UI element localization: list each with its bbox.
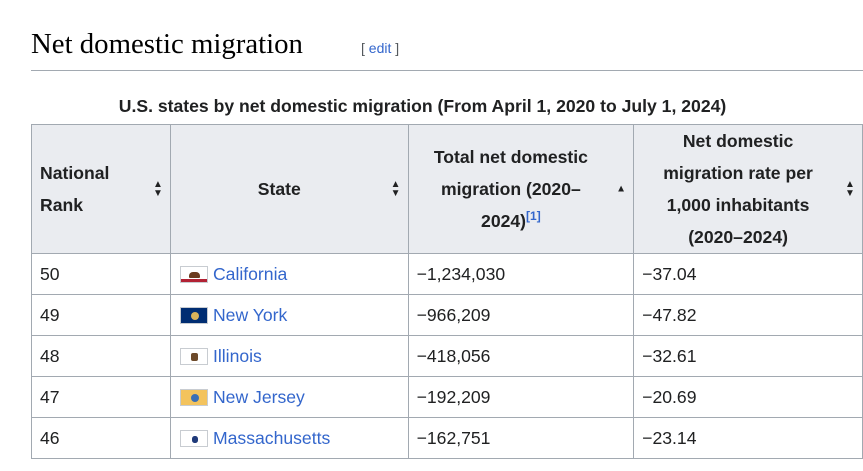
rank-cell: 49	[31, 294, 171, 336]
state-cell: Illinois	[169, 335, 409, 377]
rank-cell: 50	[31, 253, 171, 295]
new-york-flag-icon[interactable]	[179, 307, 208, 324]
rate-header-line4: (2020–2024)	[688, 227, 788, 247]
rate-cell: −37.04	[633, 253, 863, 295]
table-row: 49 New York −966,209 −47.82	[31, 294, 863, 336]
total-header-line2: migration (2020–	[440, 179, 581, 199]
total-header-line3: 2024)	[481, 211, 527, 231]
state-link[interactable]: California	[212, 264, 288, 284]
massachusetts-flag-icon[interactable]	[179, 430, 208, 447]
state-header-label: State	[257, 179, 301, 199]
table-row: 46 Massachusetts −162,751 −23.14	[31, 417, 863, 459]
sort-unsorted-icon[interactable]: ▲ ▼	[390, 179, 401, 199]
migration-table: National Rank ▲ ▼ State ▲ ▼ Total net dome…	[31, 124, 863, 459]
rate-cell: −23.14	[633, 417, 863, 459]
table-caption: U.S. states by net domestic migration (F…	[118, 96, 727, 116]
rate-cell: −47.82	[633, 294, 863, 336]
rate-header-line2: migration rate per	[663, 163, 813, 183]
section-heading-row: Net domestic migration [ edit ]	[31, 24, 863, 71]
state-cell: New York	[169, 294, 409, 336]
illinois-flag-icon[interactable]	[179, 348, 208, 365]
sort-ascending-icon[interactable]: ▲	[616, 183, 627, 195]
edit-bracket-open: [	[361, 40, 369, 56]
section-title: Net domestic migration	[31, 28, 303, 60]
rank-header-line1: National	[40, 163, 110, 183]
rate-cell: −32.61	[633, 335, 863, 377]
total-header-line1: Total net domestic	[433, 147, 588, 167]
rate-cell: −20.69	[633, 376, 863, 418]
rate-column-header[interactable]: Net domestic migration rate per 1,000 in…	[633, 124, 863, 254]
state-link[interactable]: New Jersey	[212, 387, 305, 407]
sort-unsorted-icon[interactable]: ▲ ▼	[152, 179, 163, 199]
total-cell: −418,056	[407, 335, 635, 377]
edit-bracket-close: ]	[391, 40, 400, 56]
new-jersey-flag-icon[interactable]	[179, 389, 208, 406]
state-column-header[interactable]: State ▲ ▼	[169, 124, 409, 254]
california-flag-icon[interactable]	[179, 266, 208, 283]
sort-unsorted-icon[interactable]: ▲ ▼	[845, 179, 855, 199]
table-row: 48 Illinois −418,056 −32.61	[31, 335, 863, 377]
rate-header-line1: Net domestic	[682, 131, 794, 151]
total-cell: −162,751	[407, 417, 635, 459]
state-cell: California	[169, 253, 409, 295]
total-cell: −1,234,030	[407, 253, 635, 295]
state-link[interactable]: Illinois	[212, 346, 262, 366]
total-migration-column-header[interactable]: Total net domestic migration (2020– 2024…	[407, 124, 635, 254]
rank-cell: 46	[31, 417, 171, 459]
rank-cell: 48	[31, 335, 171, 377]
state-cell: New Jersey	[169, 376, 409, 418]
table-row: 47 New Jersey −192,209 −20.69	[31, 376, 863, 418]
table-row: 50 California −1,234,030 −37.04	[31, 253, 863, 295]
rank-cell: 47	[31, 376, 171, 418]
state-link[interactable]: Massachusetts	[212, 428, 331, 448]
total-cell: −966,209	[407, 294, 635, 336]
total-cell: −192,209	[407, 376, 635, 418]
reference-link[interactable]: [1]	[526, 209, 541, 224]
edit-section: [ edit ]	[361, 40, 399, 56]
rank-column-header[interactable]: National Rank ▲ ▼	[31, 124, 171, 254]
rank-header-line2: Rank	[40, 195, 84, 215]
rate-header-line3: 1,000 inhabitants	[666, 195, 810, 215]
state-cell: Massachusetts	[169, 417, 409, 459]
edit-link[interactable]: edit	[368, 40, 392, 56]
header-row: National Rank ▲ ▼ State ▲ ▼ Total net dome…	[31, 124, 863, 254]
state-link[interactable]: New York	[212, 305, 288, 325]
